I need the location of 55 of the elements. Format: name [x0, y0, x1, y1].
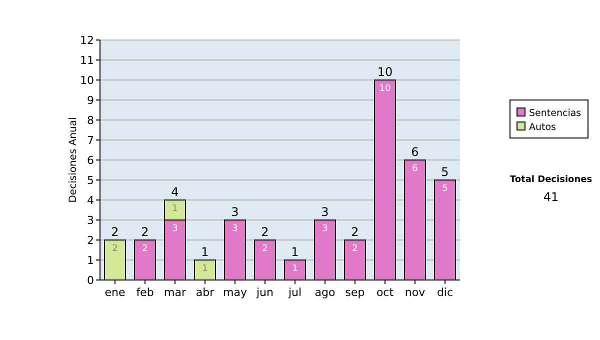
data-label: 2	[112, 244, 118, 254]
legend-label: Sentencias	[529, 108, 582, 119]
y-tick-label: 3	[87, 214, 94, 227]
x-tick-label: feb	[136, 286, 154, 299]
data-label: 1	[202, 264, 208, 274]
total-label: 10	[377, 65, 393, 79]
x-tick-label: dic	[436, 286, 454, 299]
total-label: 1	[201, 245, 209, 259]
x-tick-label: oct	[376, 286, 394, 299]
data-label: 1	[172, 204, 178, 214]
total-label: 3	[231, 205, 239, 219]
data-label: 1	[292, 264, 298, 274]
y-tick-label: 10	[80, 74, 94, 87]
data-label: 2	[262, 244, 268, 254]
x-tick-label: jul	[287, 286, 302, 299]
y-tick-label: 12	[80, 34, 94, 47]
total-label: 6	[411, 145, 419, 159]
total-label: 1	[291, 245, 299, 259]
data-label: 10	[379, 84, 391, 94]
data-label: 3	[232, 224, 238, 234]
data-label: 6	[412, 164, 418, 174]
x-tick-label: may	[223, 286, 248, 299]
y-tick-label: 7	[87, 134, 94, 147]
y-tick-label: 5	[87, 174, 94, 187]
y-tick-label: 9	[87, 94, 94, 107]
data-label: 5	[442, 184, 448, 194]
data-label: 3	[322, 224, 328, 234]
total-label: 2	[261, 225, 269, 239]
total-label: 2	[141, 225, 149, 239]
y-tick-label: 11	[80, 54, 94, 67]
y-axis-title: Decisiones Anual	[68, 117, 79, 203]
data-label: 2	[352, 244, 358, 254]
total-label: 2	[351, 225, 359, 239]
x-tick-label: ene	[104, 286, 126, 299]
x-tick-label: jun	[256, 286, 274, 299]
data-label: 3	[172, 224, 178, 234]
y-tick-label: 0	[87, 274, 94, 287]
y-tick-label: 6	[87, 154, 94, 167]
y-tick-label: 4	[87, 194, 94, 207]
total-label: 2	[111, 225, 119, 239]
legend-label: Autos	[529, 122, 556, 133]
x-tick-label: mar	[164, 286, 186, 299]
text: 41	[543, 190, 559, 204]
y-tick-label: 2	[87, 234, 94, 247]
x-tick-label: nov	[404, 286, 426, 299]
total-label: 4	[171, 185, 179, 199]
x-tick-label: abr	[196, 286, 215, 299]
text: Total Decisiones	[510, 175, 592, 185]
x-tick-label: sep	[345, 286, 365, 299]
y-tick-label: 8	[87, 114, 94, 127]
total-label: 5	[441, 165, 449, 179]
total-label: 3	[321, 205, 329, 219]
x-tick-label: ago	[314, 286, 336, 299]
data-label: 2	[142, 244, 148, 254]
y-tick-label: 1	[87, 254, 94, 267]
